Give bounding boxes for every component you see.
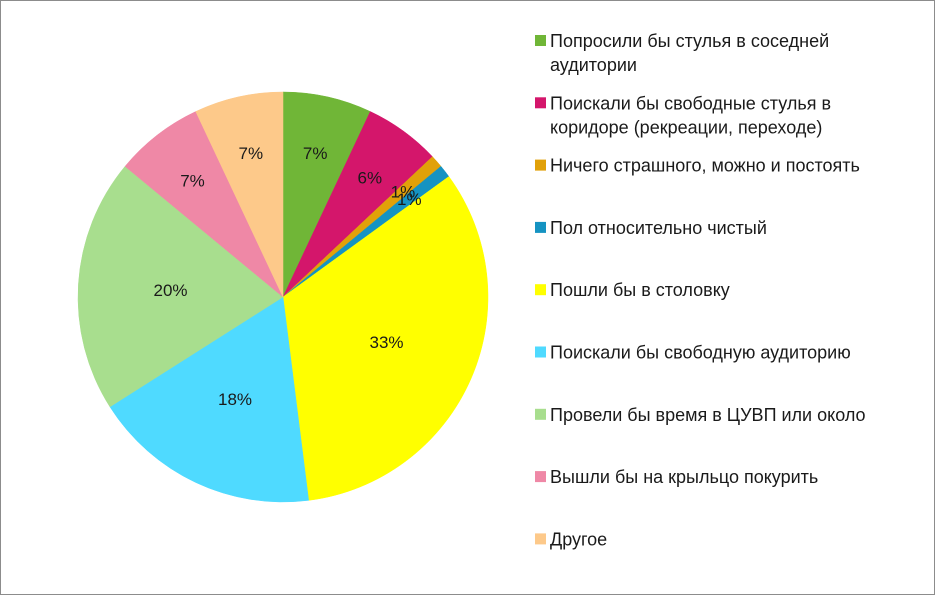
- legend-label: Ничего страшного, можно и постоять: [550, 156, 860, 176]
- legend-swatch: [535, 284, 546, 296]
- pie-slice: [109, 296, 309, 503]
- slice-value-label: 1%: [397, 190, 422, 209]
- legend-label: Вышли бы на крыльцо покурить: [550, 467, 818, 487]
- slice-value-label: 7%: [303, 144, 328, 163]
- slice-value-label: 7%: [239, 144, 264, 163]
- legend-swatch: [535, 159, 546, 171]
- pie-slice: [282, 176, 489, 501]
- pie-slice: [77, 165, 284, 408]
- legend-swatch: [535, 408, 546, 420]
- legend-swatch: [535, 471, 546, 483]
- legend-swatch: [535, 346, 546, 358]
- legend-swatch: [535, 533, 546, 545]
- slice-value-label: 6%: [358, 169, 383, 188]
- legend-swatch: [535, 35, 546, 46]
- legend-swatch: [535, 221, 546, 233]
- pie-slice: [195, 91, 284, 298]
- slice-value-label: 20%: [153, 281, 187, 300]
- legend-label: Пол относительно чистый: [550, 218, 767, 238]
- legend-swatch: [535, 97, 546, 109]
- legend-label: Попросили бы стулья в соседней аудитории: [550, 31, 829, 75]
- legend-label: Пошли бы в столовку: [550, 280, 730, 300]
- slice-value-label: 33%: [369, 333, 403, 352]
- legend-label: Поискали бы свободные стулья в коридоре (…: [550, 93, 831, 137]
- slice-value-label: 7%: [180, 171, 205, 190]
- legend-label: Другое: [550, 529, 607, 549]
- slice-value-label: 1%: [391, 182, 416, 201]
- legend-label: Поискали бы свободную аудиторию: [550, 343, 851, 363]
- slice-value-label: 18%: [218, 390, 252, 409]
- legend-label: Провели бы время в ЦУВП или около: [550, 405, 866, 425]
